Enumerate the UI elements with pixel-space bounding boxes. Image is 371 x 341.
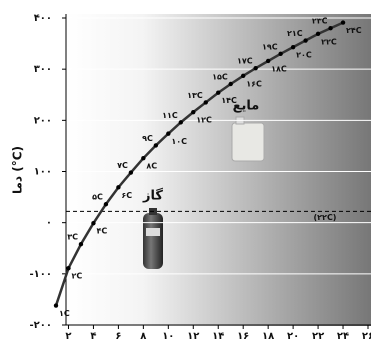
y-axis-label: دما (°C) [11,146,25,194]
x-tick-label: ۱۸ [262,331,274,341]
data-point [241,73,246,79]
point-label: ۱۷C [237,57,253,66]
point-label: ۶C [121,191,132,200]
x-tick-label: ۲۰ [287,331,299,341]
point-label: ۲۱C [287,29,303,38]
x-tick-label: ۲۴ [337,331,349,341]
data-point [278,51,283,57]
point-label: ۱۹C [262,42,278,51]
data-point [128,170,134,175]
plot-background [66,14,371,326]
data-point [203,100,208,105]
gas-label: گاز [142,188,163,204]
point-label: ۲۰C [296,51,312,60]
y-tick-label: ۴۰۰ [34,13,52,24]
x-tick-label: ۱۶ [237,331,249,341]
y-tick-label: ۱۰۰ [34,167,52,178]
point-label: ۱۰C [171,137,187,146]
x-tick-label: ۱۰ [162,331,174,341]
data-point [103,202,109,207]
data-point [290,44,296,50]
data-point [53,303,59,308]
x-tick-label: ۲ [65,331,71,341]
reference-label: (۲۲C) [314,213,337,222]
data-point [328,26,333,31]
gas-cylinder [143,208,163,269]
data-point [141,155,146,161]
data-point [315,31,321,37]
point-label: ۱۸C [271,64,287,73]
y-tick-label: ۲۰۰ [34,115,52,126]
x-tick-label: ۱۲ [187,331,199,341]
point-label: ۲۲C [321,37,337,46]
point-label: ۳C [67,233,78,242]
data-point [191,109,196,115]
y-tick-label: ۳۰۰ [34,64,52,75]
point-label: ۹C [142,134,153,143]
data-point [340,20,346,25]
curve [54,21,344,306]
point-label: ۲C [71,272,82,281]
y-tick-label: ۰ [46,218,52,229]
data-point [166,131,171,136]
point-label: ۱C [59,309,70,318]
point-label: ۱۳C [187,91,203,100]
data-point [153,143,159,148]
point-label: ۲۴C [346,26,362,35]
data-point [216,90,221,95]
liquid-jug [231,116,265,162]
point-label: ۲۳C [312,17,328,26]
data-point [91,220,96,226]
x-tick-label: ۴ [90,331,96,341]
point-label: ۷C [117,161,128,170]
point-label: ۱۲C [196,116,212,125]
x-tick-label: ۲۶ [362,331,371,341]
point-label: ۱۶C [246,79,262,88]
point-label: ۵C [92,193,103,202]
point-label: ۸C [146,162,157,171]
y-tick-label: -۲۰۰ [30,320,52,331]
liquid-label: مایع [233,99,260,114]
y-tick-label: -۱۰۰ [30,269,52,280]
point-label: ۱۵C [212,73,228,82]
x-tick-label: ۸ [140,331,146,341]
data-point [116,185,121,190]
data-point [303,38,308,43]
point-label: ۱۴C [221,96,237,105]
point-label: ۴C [96,227,107,236]
data-point [253,65,258,71]
x-tick-label: ۱۴ [212,331,224,341]
data-point [66,266,71,271]
data-point [178,120,183,125]
data-point [78,241,84,247]
point-label: ۱۱C [162,111,178,120]
data-point [265,58,271,64]
x-tick-label: ۲۲ [312,331,324,341]
x-tick-label: ۶ [115,331,121,341]
data-point [228,81,233,87]
